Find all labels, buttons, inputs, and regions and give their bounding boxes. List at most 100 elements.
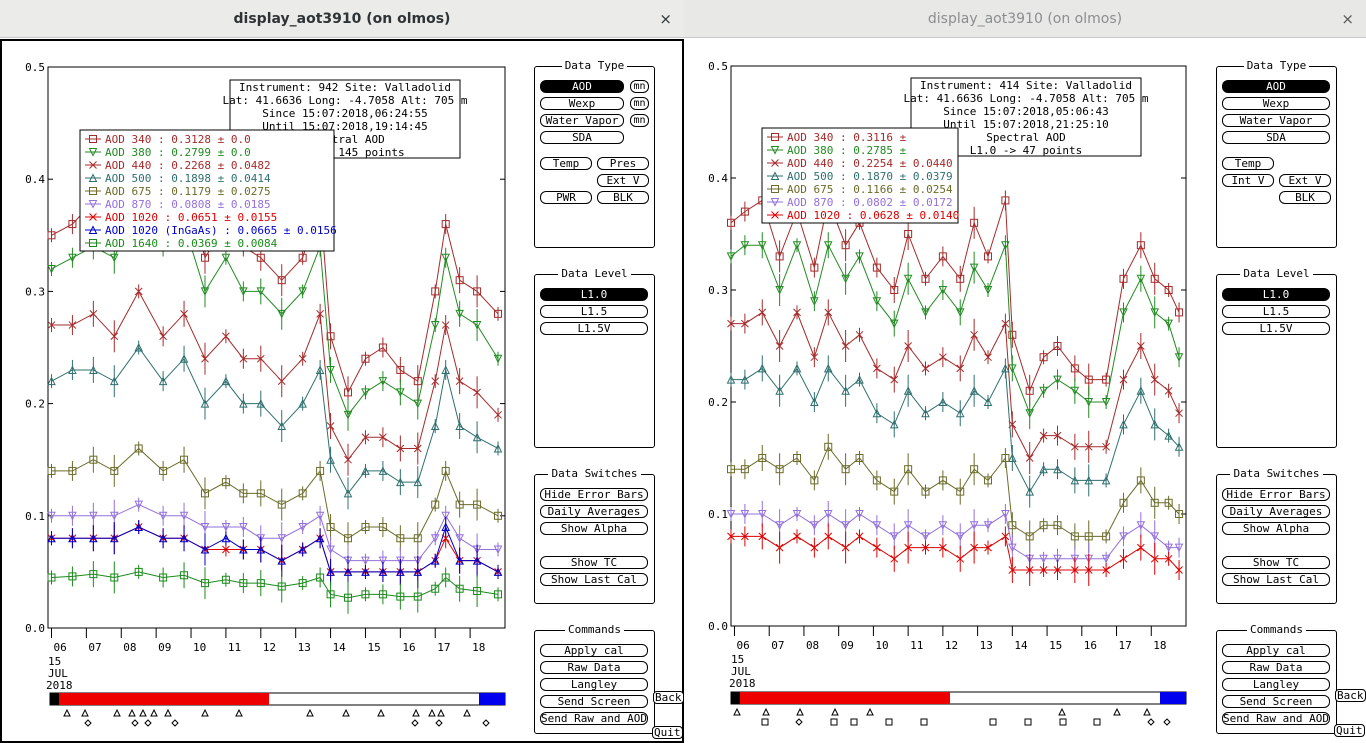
data-point <box>775 543 784 552</box>
left-titlebar[interactable]: display_aot3910 (on olmos) × <box>0 0 684 38</box>
left-close-icon[interactable]: × <box>659 10 672 28</box>
data-point <box>890 487 899 496</box>
int-v-button[interactable]: Int V <box>1222 174 1274 187</box>
send-raw-and-aod-button[interactable]: Send Raw and AOD <box>1222 712 1330 725</box>
data-point <box>316 309 324 318</box>
data-point <box>824 308 833 317</box>
l15v-button[interactable]: L1.5V <box>1222 322 1330 335</box>
apply-cal-button[interactable]: Apply cal <box>540 644 648 657</box>
data-point <box>1119 274 1128 283</box>
series-2 <box>47 284 502 476</box>
apply-cal-button[interactable]: Apply cal <box>1222 644 1330 657</box>
data-point <box>179 511 189 521</box>
raw-data-button[interactable]: Raw Data <box>540 661 648 674</box>
blk-button[interactable]: BLK <box>597 191 649 204</box>
raw-data-button[interactable]: Raw Data <box>1222 661 1330 674</box>
date-day-label: 15 <box>731 653 744 666</box>
pres-button[interactable]: Pres <box>597 157 649 170</box>
daily-averages-button[interactable]: Daily Averages <box>540 505 648 518</box>
cal-marker <box>762 707 770 716</box>
data-point <box>775 386 784 395</box>
send-screen-button[interactable]: Send Screen <box>1222 695 1330 708</box>
data-point <box>1053 464 1062 474</box>
data-point <box>413 377 422 386</box>
temp-button[interactable]: Temp <box>540 157 592 170</box>
left-back-button[interactable]: Back <box>653 691 684 704</box>
show-alpha-button[interactable]: Show Alpha <box>540 522 648 535</box>
water-vapor-button[interactable]: Water Vapor <box>540 114 624 127</box>
data-point <box>740 374 750 384</box>
data-point <box>396 365 405 374</box>
sda-button[interactable]: SDA <box>1222 131 1330 144</box>
data-point <box>134 567 143 576</box>
y-tick-label: 0.5 <box>708 60 728 73</box>
data-point <box>315 365 325 374</box>
show-last-cal-button[interactable]: Show Last Cal <box>1222 573 1330 586</box>
ext-v-button[interactable]: Ext V <box>597 174 649 187</box>
pwr-button[interactable]: PWR <box>540 191 592 204</box>
aod-mn-button[interactable]: mn <box>630 80 649 93</box>
show-tc-button[interactable]: Show TC <box>540 556 648 569</box>
right-titlebar[interactable]: display_aot3910 (on olmos) × <box>684 0 1366 38</box>
show-alpha-button[interactable]: Show Alpha <box>1222 522 1330 535</box>
aod-button[interactable]: AOD <box>1222 80 1330 93</box>
cal-marker <box>435 719 443 727</box>
show-tc-button[interactable]: Show TC <box>1222 556 1330 569</box>
hide-error-bars-button[interactable]: Hide Error Bars <box>540 488 648 501</box>
water-vapor-mn-button[interactable]: mn <box>630 114 649 127</box>
send-screen-button[interactable]: Send Screen <box>540 695 648 708</box>
temp-button[interactable]: Temp <box>1222 157 1274 170</box>
series-line <box>51 526 499 573</box>
l10-button[interactable]: L1.0 <box>1222 288 1330 301</box>
wexp-button[interactable]: Wexp <box>1222 97 1330 110</box>
left-data-type-panel: Data Type AOD mn Wexp mn Water Vapor mn … <box>534 59 655 248</box>
water-vapor-button[interactable]: Water Vapor <box>1222 114 1330 127</box>
hide-error-bars-button[interactable]: Hide Error Bars <box>1222 488 1330 501</box>
data-point <box>956 487 965 496</box>
wexp-mn-button[interactable]: mn <box>630 97 649 110</box>
data-point <box>983 521 993 530</box>
wexp-button[interactable]: Wexp <box>540 97 624 110</box>
data-point <box>775 521 784 530</box>
data-point <box>1164 319 1173 329</box>
data-point <box>493 443 503 453</box>
data-point <box>221 253 231 263</box>
data-point <box>904 465 913 474</box>
right-back-button[interactable]: Back <box>1335 689 1366 702</box>
data-point <box>810 476 819 485</box>
date-year-label: 2018 <box>46 679 73 692</box>
timeline-red <box>59 693 269 705</box>
langley-button[interactable]: Langley <box>540 678 648 691</box>
data-point <box>775 342 784 350</box>
right-quit-button[interactable]: Quit <box>1334 724 1365 737</box>
data-point <box>344 388 353 397</box>
x-tick-label: 12 <box>263 641 276 654</box>
send-raw-and-aod-button[interactable]: Send Raw and AOD <box>540 712 648 725</box>
data-point <box>315 511 325 521</box>
right-close-icon[interactable]: × <box>1341 10 1354 28</box>
daily-averages-button[interactable]: Daily Averages <box>1222 505 1330 518</box>
l15-button[interactable]: L1.5 <box>1222 305 1330 318</box>
timeline-blue <box>1160 692 1186 704</box>
langley-button[interactable]: Langley <box>1222 678 1330 691</box>
legend-marker <box>89 213 97 221</box>
blk-button[interactable]: BLK <box>1279 191 1331 204</box>
data-point <box>361 354 370 363</box>
data-point <box>326 523 335 532</box>
l10-button[interactable]: L1.0 <box>540 288 648 301</box>
data-point <box>277 582 286 591</box>
ext-v-button[interactable]: Ext V <box>1279 174 1331 187</box>
aod-button[interactable]: AOD <box>540 80 624 93</box>
data-point <box>430 421 440 431</box>
show-last-cal-button[interactable]: Show Last Cal <box>540 573 648 586</box>
left-quit-button[interactable]: Quit <box>652 726 683 739</box>
legend-label: AOD 440 : 0.2268 ± 0.0482 <box>105 159 271 172</box>
sda-button[interactable]: SDA <box>540 131 624 144</box>
data-point <box>955 408 965 418</box>
data-point <box>239 489 248 498</box>
l15v-button[interactable]: L1.5V <box>540 322 648 335</box>
data-point <box>855 252 864 262</box>
data-point <box>1164 554 1173 563</box>
l15-button[interactable]: L1.5 <box>540 305 648 318</box>
data-point <box>378 466 388 475</box>
